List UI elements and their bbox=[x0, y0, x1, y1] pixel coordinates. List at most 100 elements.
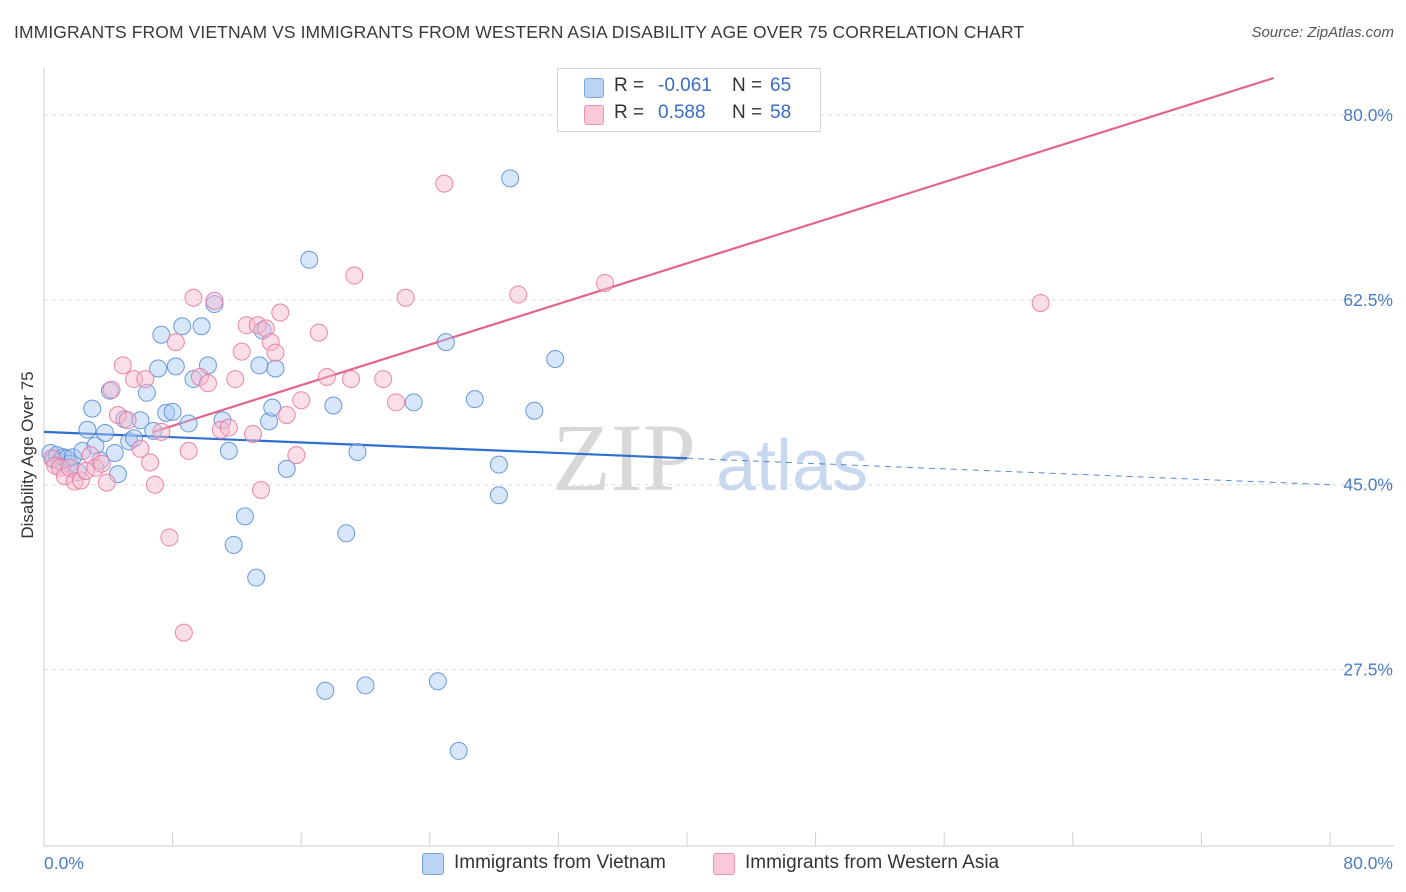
data-point bbox=[250, 356, 269, 375]
data-point bbox=[509, 285, 528, 304]
data-point bbox=[65, 472, 84, 491]
y-tick-label: 80.0% bbox=[1343, 105, 1393, 125]
data-point bbox=[337, 524, 356, 543]
data-point bbox=[118, 411, 137, 430]
data-point bbox=[387, 393, 406, 412]
data-point bbox=[205, 291, 224, 310]
data-point bbox=[179, 441, 198, 460]
trend-line-vietnam-extension bbox=[686, 457, 1331, 486]
data-point bbox=[348, 442, 367, 461]
data-points bbox=[41, 169, 1050, 760]
gridlines bbox=[44, 114, 1394, 671]
data-point bbox=[247, 568, 266, 587]
data-point bbox=[271, 303, 290, 322]
watermark: ZIP atlas bbox=[552, 404, 868, 511]
series-western-asia bbox=[43, 174, 1050, 642]
data-point bbox=[174, 623, 193, 642]
data-point bbox=[342, 370, 361, 389]
data-point bbox=[374, 370, 393, 389]
data-point bbox=[465, 390, 484, 409]
data-point bbox=[256, 319, 275, 338]
data-point bbox=[131, 411, 150, 430]
data-point bbox=[57, 449, 76, 468]
data-point bbox=[224, 535, 243, 554]
data-point bbox=[102, 380, 121, 399]
data-point bbox=[96, 423, 115, 442]
correlation-legend: R = -0.061 N = 65 R = 0.588 N = 58 bbox=[557, 68, 821, 132]
legend-swatch-vietnam bbox=[422, 853, 444, 875]
y-tick-label: 27.5% bbox=[1343, 660, 1393, 680]
y-axis-title: Disability Age Over 75 bbox=[18, 371, 37, 538]
data-point bbox=[120, 432, 139, 451]
data-point bbox=[292, 391, 311, 410]
watermark-atlas: atlas bbox=[716, 426, 868, 506]
data-point bbox=[1031, 294, 1050, 313]
trend-line-western-asia bbox=[152, 76, 1275, 433]
legend-label-western-asia: Immigrants from Western Asia bbox=[745, 852, 1000, 873]
legend-n-value: 58 bbox=[770, 102, 792, 123]
data-point bbox=[316, 681, 335, 700]
data-point bbox=[131, 439, 150, 458]
trend-line-vietnam bbox=[43, 430, 688, 460]
data-point bbox=[184, 370, 203, 389]
data-point bbox=[287, 446, 306, 465]
data-point bbox=[71, 471, 90, 490]
data-point bbox=[309, 323, 328, 342]
data-point bbox=[166, 333, 185, 352]
data-point bbox=[78, 420, 97, 439]
source-label: Source: ZipAtlas.com bbox=[1251, 24, 1394, 41]
data-point bbox=[83, 399, 102, 418]
data-point bbox=[86, 436, 105, 455]
legend-n-label: N = bbox=[732, 75, 763, 96]
data-point bbox=[219, 441, 238, 460]
legend-label-vietnam: Immigrants from Vietnam bbox=[454, 852, 666, 873]
y-tick-label: 45.0% bbox=[1343, 475, 1393, 495]
data-point bbox=[261, 333, 280, 352]
data-point bbox=[137, 383, 156, 402]
y-tick-label: 62.5% bbox=[1343, 290, 1393, 310]
legend-r-label: R = bbox=[614, 102, 645, 123]
x-tick-label: 80.0% bbox=[1343, 853, 1393, 873]
legend-swatch-western-asia bbox=[584, 105, 604, 125]
data-point bbox=[192, 317, 211, 336]
data-point bbox=[184, 288, 203, 307]
data-point bbox=[100, 381, 119, 400]
data-point bbox=[226, 370, 245, 389]
data-point bbox=[105, 444, 124, 463]
data-point bbox=[219, 418, 238, 437]
data-point bbox=[97, 473, 116, 492]
data-point bbox=[501, 169, 520, 188]
data-point bbox=[345, 266, 364, 285]
data-point bbox=[179, 414, 198, 433]
legend-n-label: N = bbox=[732, 102, 763, 123]
data-point bbox=[277, 459, 296, 478]
legend-swatch-western-asia bbox=[713, 853, 735, 875]
data-point bbox=[489, 455, 508, 474]
data-point bbox=[263, 398, 282, 417]
data-point bbox=[198, 374, 217, 393]
data-point bbox=[149, 359, 168, 378]
data-point bbox=[173, 317, 192, 336]
data-point bbox=[63, 448, 82, 467]
data-point bbox=[163, 402, 182, 421]
legend-r-value: 0.588 bbox=[658, 102, 706, 123]
data-point bbox=[546, 350, 565, 369]
axis-labels: 27.5% 45.0% 62.5% 80.0% 0.0% 80.0% Disability … bbox=[18, 105, 1393, 873]
data-point bbox=[300, 250, 319, 269]
legend-r-value: -0.061 bbox=[658, 75, 712, 96]
data-point bbox=[396, 288, 415, 307]
data-point bbox=[243, 425, 262, 444]
data-point bbox=[356, 676, 375, 695]
data-point bbox=[260, 412, 279, 431]
data-point bbox=[108, 405, 127, 424]
data-point bbox=[252, 480, 271, 499]
data-point bbox=[136, 370, 155, 389]
data-point bbox=[404, 393, 423, 412]
data-point bbox=[160, 528, 179, 547]
data-point bbox=[51, 458, 70, 477]
data-point bbox=[449, 741, 468, 760]
legend-swatch-vietnam bbox=[584, 78, 604, 98]
data-point bbox=[266, 343, 285, 362]
data-point bbox=[436, 333, 455, 352]
data-point bbox=[145, 475, 164, 494]
